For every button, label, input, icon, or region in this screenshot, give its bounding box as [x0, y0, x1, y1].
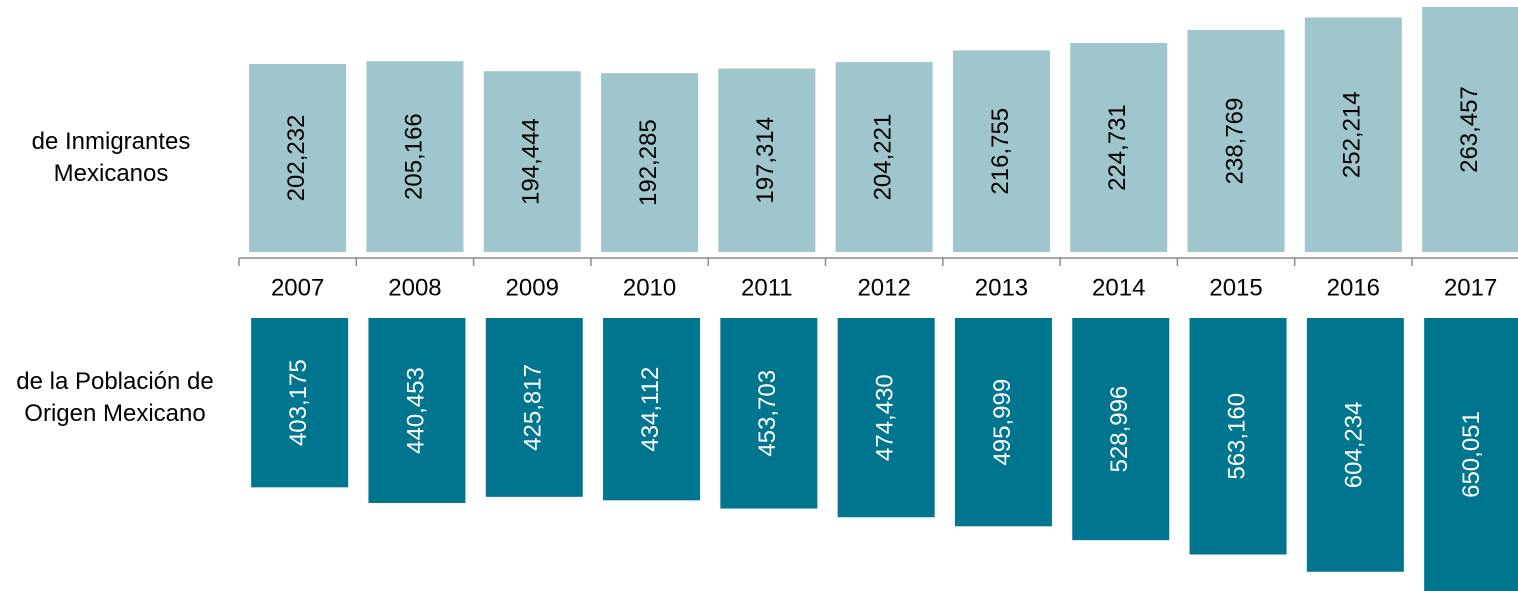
bar: [485, 318, 583, 497]
bar: [1187, 29, 1285, 252]
bar: [368, 318, 466, 503]
x-tick-label: 2013: [975, 274, 1028, 301]
data-label: 563,160: [1223, 393, 1250, 480]
data-label: 440,453: [402, 367, 429, 454]
bar: [483, 71, 581, 252]
bar: [954, 318, 1052, 527]
data-label: 434,112: [637, 367, 664, 452]
x-tick-label: 2017: [1444, 274, 1497, 301]
series-label: de Inmigrantes Mexicanos: [31, 128, 191, 187]
bar: [1070, 43, 1168, 253]
data-label: 403,175: [285, 359, 312, 446]
data-label: 204,221: [869, 114, 896, 201]
bar: [1189, 318, 1287, 555]
bar: [251, 318, 349, 488]
bar: [249, 63, 347, 252]
bar: [1306, 318, 1404, 572]
data-label: 425,817: [520, 364, 547, 451]
x-tick-label: 2011: [741, 274, 793, 301]
bar: [1304, 17, 1402, 252]
x-tick-label: 2015: [1209, 274, 1262, 301]
bar: [603, 318, 701, 501]
bar: [601, 73, 699, 252]
data-label: 224,731: [1104, 104, 1131, 191]
bar: [837, 318, 935, 518]
x-tick-label: 2012: [857, 274, 910, 301]
data-label: 202,232: [283, 115, 310, 202]
x-tick-label: 2014: [1092, 274, 1145, 301]
x-tick-label: 2008: [388, 274, 441, 301]
data-label: 474,430: [871, 374, 898, 461]
data-label: 263,457: [1456, 86, 1483, 173]
data-label: 495,999: [989, 379, 1016, 466]
bar: [1424, 318, 1518, 591]
bar: [835, 62, 933, 252]
data-label: 192,285: [635, 119, 662, 206]
data-label: 604,234: [1341, 401, 1368, 488]
x-tick-label: 2009: [506, 274, 559, 301]
data-label: 205,166: [400, 113, 427, 200]
x-tick-label: 2016: [1327, 274, 1380, 301]
x-tick-label: 2007: [271, 274, 324, 301]
bar: [1422, 7, 1518, 252]
data-label: 528,996: [1106, 386, 1133, 473]
bar: [366, 61, 464, 253]
x-tick-label: 2010: [623, 274, 676, 301]
data-label: 197,314: [752, 117, 779, 204]
data-label: 238,769: [1221, 98, 1248, 185]
bar: [1072, 318, 1170, 541]
data-label: 252,214: [1339, 91, 1366, 178]
series-label: de la Población de Origen Mexicano: [16, 368, 214, 427]
bar: [718, 68, 816, 253]
data-label: 194,444: [518, 118, 545, 205]
data-label: 650,051: [1458, 411, 1485, 498]
bar: [720, 318, 818, 509]
data-label: 453,703: [754, 370, 781, 457]
data-label: 216,755: [987, 108, 1014, 195]
bar: [952, 50, 1050, 252]
